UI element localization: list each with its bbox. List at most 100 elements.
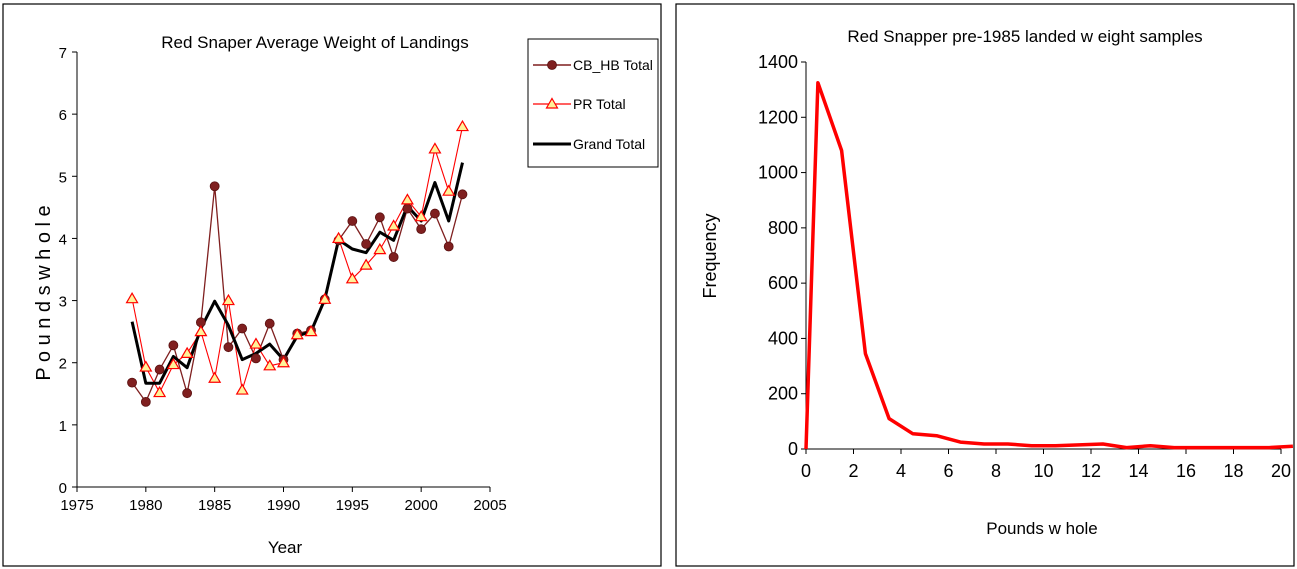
chart-border	[675, 3, 1295, 567]
data-point-pr-total	[400, 193, 414, 205]
average-weight-chart: Red Snaper Average Weight of Landings Ye…	[2, 3, 662, 567]
data-point-pr-total	[249, 337, 263, 349]
x-tick-label: 16	[1176, 461, 1196, 481]
data-point-pr-total	[235, 383, 249, 395]
data-point-cb-hb-total	[430, 208, 440, 219]
chart-title: Red Snaper Average Weight of Landings	[161, 33, 468, 52]
x-tick-label: 1980	[129, 497, 162, 514]
data-point-cb-hb-total	[457, 189, 468, 200]
data-point-pr-total	[139, 360, 153, 372]
y-axis-label: Frequency	[700, 213, 720, 298]
data-point-cb-hb-total	[416, 224, 427, 235]
data-point-pr-total	[455, 119, 470, 132]
data-point-cb-hb-total	[168, 340, 179, 351]
legend-marker-pr	[545, 97, 559, 109]
data-point-cb-hb-total	[402, 203, 413, 214]
data-point-pr-total	[208, 371, 222, 383]
x-tick-label: 20	[1271, 461, 1291, 481]
data-point-pr-total	[125, 292, 139, 304]
legend: CB_HB Total PR Total Grand Total	[527, 38, 659, 168]
x-tick-label: 6	[943, 461, 953, 481]
chart-panel-left: Red Snaper Average Weight of Landings Ye…	[2, 3, 662, 567]
data-point-cb-hb-total	[388, 252, 399, 262]
x-tick-label: 1990	[267, 497, 300, 514]
axes: 0 1 2 3 4 5 6 7 1975 1980 1985 1990 1995 2000 2005	[59, 45, 507, 514]
data-point-pr-total	[345, 272, 359, 284]
data-point-pr-total	[221, 293, 235, 306]
data-point-pr-total	[414, 209, 428, 222]
y-tick-label: 6	[59, 107, 67, 124]
y-tick-label: 4	[59, 231, 67, 248]
data-point-pr-total	[387, 219, 401, 231]
data-point-cb-hb-total	[237, 323, 248, 334]
legend-label-cb-hb: CB_HB Total	[573, 57, 653, 73]
series-layer	[125, 119, 470, 407]
x-tick-label: 2000	[404, 497, 437, 514]
x-tick-label: 14	[1128, 461, 1148, 481]
data-point-cb-hb-total	[209, 181, 220, 192]
y-tick-label: 1000	[758, 163, 798, 183]
data-point-pr-total	[153, 385, 167, 398]
y-tick-label: 0	[59, 480, 67, 497]
chart-title: Red Snapper pre-1985 landed w eight samp…	[847, 27, 1202, 46]
y-tick-label: 800	[768, 218, 798, 238]
x-axis-label: Pounds w hole	[986, 519, 1098, 538]
data-point-cb-hb-total	[361, 239, 372, 249]
data-point-pr-total	[263, 359, 277, 371]
data-point-cb-hb-total	[251, 353, 261, 364]
data-point-cb-hb-total	[154, 364, 165, 375]
y-tick-label: 600	[768, 273, 798, 293]
y-tick-label: 0	[788, 439, 798, 459]
data-point-pr-total	[304, 324, 318, 337]
y-tick-label: 200	[768, 384, 798, 404]
data-point-pr-total	[180, 346, 194, 358]
x-tick-label: 18	[1223, 461, 1243, 481]
data-point-pr-total	[166, 357, 180, 370]
data-point-cb-hb-total	[374, 212, 385, 223]
y-tick-label: 1	[59, 418, 67, 435]
data-point-cb-hb-total	[443, 241, 454, 252]
x-axis-label: Year	[268, 538, 303, 557]
legend-label-grand: Grand Total	[573, 136, 645, 152]
x-tick-label: 10	[1033, 461, 1053, 481]
y-tick-label: 400	[768, 328, 798, 348]
series-line-series	[804, 80, 1294, 450]
legend-label-pr: PR Total	[573, 96, 626, 112]
axes: 0 200 400 600 800 1000 1200 1400 0 2 4 6 8 10 12 14 16 18…	[758, 52, 1291, 481]
chart-panel-right: Red Snapper pre-1985 landed w eight samp…	[674, 0, 1297, 569]
x-tick-label: 2	[848, 461, 858, 481]
x-tick-label: 2005	[473, 497, 506, 514]
y-axis-label: P o u n d s w h o l e	[33, 205, 55, 380]
series-layer	[804, 80, 1294, 450]
data-point-pr-total	[359, 258, 373, 270]
y-tick-label: 2	[59, 356, 67, 373]
data-point-cb-hb-total	[264, 318, 275, 329]
y-tick-label: 3	[59, 294, 67, 311]
data-point-pr-total	[373, 242, 387, 255]
x-tick-label: 8	[991, 461, 1001, 481]
data-point-cb-hb-total	[347, 216, 358, 226]
data-point-pr-total	[442, 184, 456, 196]
legend-marker-cb-hb	[547, 60, 557, 70]
data-point-cb-hb-total	[182, 388, 193, 399]
data-point-pr-total	[332, 231, 346, 244]
data-point-pr-total	[194, 324, 208, 337]
y-tick-label: 1200	[758, 107, 798, 127]
data-point-cb-hb-total	[140, 396, 151, 407]
data-point-pr-total	[290, 328, 304, 340]
data-point-pr-total	[318, 292, 332, 304]
data-point-pr-total	[428, 142, 442, 154]
y-tick-label: 5	[59, 169, 67, 186]
x-tick-label: 1975	[60, 497, 93, 514]
weight-frequency-chart: Red Snapper pre-1985 landed w eight samp…	[675, 3, 1295, 567]
x-tick-label: 0	[801, 461, 811, 481]
x-tick-label: 1985	[198, 497, 231, 514]
x-tick-label: 1995	[336, 497, 369, 514]
x-tick-label: 12	[1081, 461, 1101, 481]
x-tick-label: 4	[896, 461, 906, 481]
data-point-pr-total	[276, 356, 291, 368]
y-tick-label: 1400	[758, 52, 798, 72]
data-point-cb-hb-total	[223, 342, 234, 353]
y-tick-label: 7	[59, 45, 67, 62]
data-point-cb-hb-total	[127, 377, 137, 388]
